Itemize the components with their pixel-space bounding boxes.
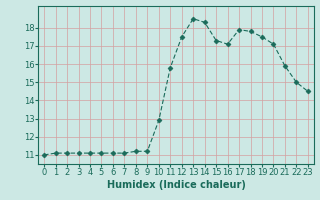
- X-axis label: Humidex (Indice chaleur): Humidex (Indice chaleur): [107, 180, 245, 190]
